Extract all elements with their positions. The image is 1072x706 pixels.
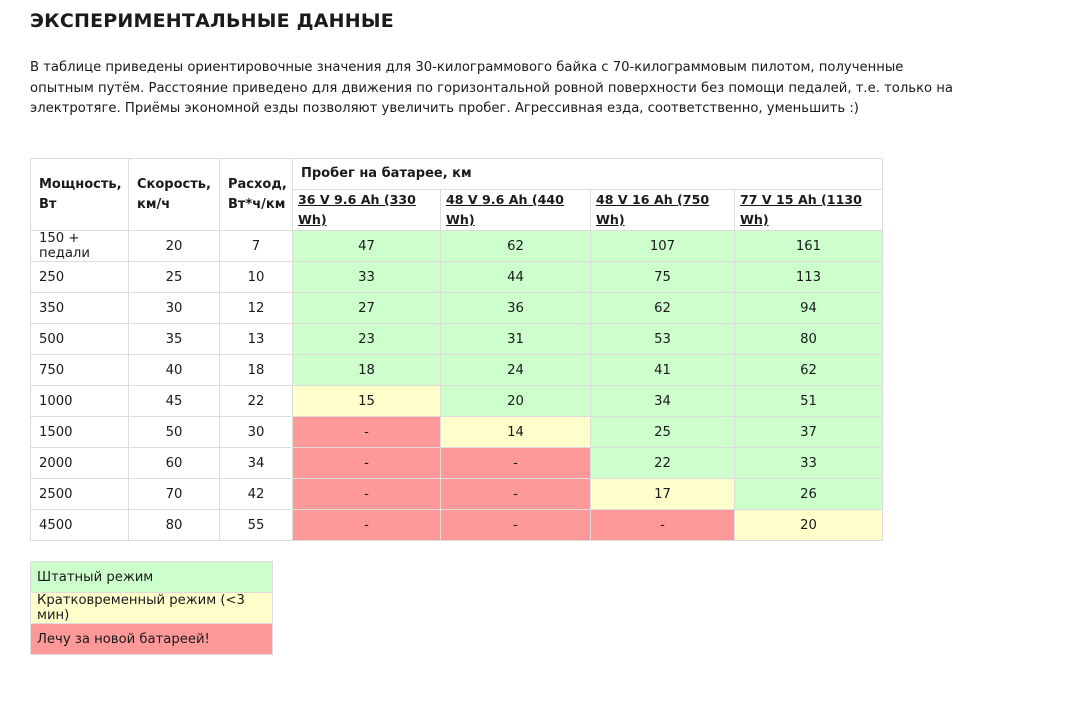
cell-range: -	[440, 478, 591, 510]
cell-range: 62	[590, 292, 735, 324]
cell-power: 1500	[30, 416, 129, 448]
cell-range: 62	[734, 354, 883, 386]
cell-range: 161	[734, 230, 883, 262]
cell-speed: 80	[128, 509, 220, 541]
cell-range: -	[292, 509, 441, 541]
cell-consumption: 55	[219, 509, 293, 541]
cell-range: 33	[734, 447, 883, 479]
cell-power: 1000	[30, 385, 129, 417]
header-battery-4: 77 V 15 Ah (1130 Wh)	[734, 189, 883, 231]
cell-power: 250	[30, 261, 129, 293]
cell-range: 36	[440, 292, 591, 324]
cell-power: 350	[30, 292, 129, 324]
cell-consumption: 13	[219, 323, 293, 355]
cell-range: 33	[292, 261, 441, 293]
cell-range: 51	[734, 385, 883, 417]
cell-range: 75	[590, 261, 735, 293]
cell-consumption: 18	[219, 354, 293, 386]
header-consumption: Расход, Вт*ч/км	[219, 158, 293, 231]
cell-consumption: 10	[219, 261, 293, 293]
cell-power: 2000	[30, 447, 129, 479]
cell-range: 17	[590, 478, 735, 510]
table-row: 1000 45 22 15 20 34 51	[30, 385, 883, 417]
cell-speed: 25	[128, 261, 220, 293]
cell-range: 62	[440, 230, 591, 262]
cell-speed: 30	[128, 292, 220, 324]
cell-range: 47	[292, 230, 441, 262]
table-row: 750 40 18 18 24 41 62	[30, 354, 883, 386]
cell-power: 150 + педали	[30, 230, 129, 262]
cell-range: -	[440, 447, 591, 479]
cell-range: 27	[292, 292, 441, 324]
cell-speed: 70	[128, 478, 220, 510]
cell-range: 107	[590, 230, 735, 262]
cell-range: 20	[734, 509, 883, 541]
legend-critical: Лечу за новой батареей!	[30, 623, 273, 655]
cell-speed: 60	[128, 447, 220, 479]
cell-range: -	[440, 509, 591, 541]
cell-range: 94	[734, 292, 883, 324]
cell-range: 113	[734, 261, 883, 293]
cell-consumption: 22	[219, 385, 293, 417]
header-battery-2: 48 V 9.6 Ah (440 Wh)	[440, 189, 591, 231]
cell-range: -	[292, 447, 441, 479]
table-row: 2500 70 42- -17 26	[30, 478, 883, 510]
cell-speed: 40	[128, 354, 220, 386]
cell-power: 750	[30, 354, 129, 386]
cell-range: 41	[590, 354, 735, 386]
table-row: 350 30 12 27 36 62 94	[30, 292, 883, 324]
cell-range: -	[292, 416, 441, 448]
table-row: 250 25 10 33 44 75 113	[30, 261, 883, 293]
cell-power: 500	[30, 323, 129, 355]
cell-consumption: 7	[219, 230, 293, 262]
page-title: ЭКСПЕРИМЕНТАЛЬНЫЕ ДАННЫЕ	[30, 10, 394, 32]
cell-range: 53	[590, 323, 735, 355]
header-battery-3: 48 V 16 Ah (750 Wh)	[590, 189, 735, 231]
cell-range: 25	[590, 416, 735, 448]
table-row: 150 + педали 20 7 47 62 107 161	[30, 230, 883, 262]
cell-range: 80	[734, 323, 883, 355]
cell-range: 15	[292, 385, 441, 417]
legend-table: Штатный режим Кратковременный режим (<3 …	[30, 561, 273, 655]
table-row: 2000 60 34- -22 33	[30, 447, 883, 479]
cell-range: 22	[590, 447, 735, 479]
cell-range: 37	[734, 416, 883, 448]
table-row: 500 35 13 23 31 53 80	[30, 323, 883, 355]
cell-speed: 50	[128, 416, 220, 448]
table-row: 1500 50 30-14 25 37	[30, 416, 883, 448]
cell-consumption: 42	[219, 478, 293, 510]
cell-range: 34	[590, 385, 735, 417]
cell-speed: 20	[128, 230, 220, 262]
cell-consumption: 12	[219, 292, 293, 324]
cell-range: 23	[292, 323, 441, 355]
cell-range: 20	[440, 385, 591, 417]
cell-range: 24	[440, 354, 591, 386]
cell-range: 18	[292, 354, 441, 386]
legend-short: Кратковременный режим (<3 мин)	[30, 592, 273, 624]
cell-range: 14	[440, 416, 591, 448]
header-power: Мощность, Вт	[30, 158, 129, 231]
cell-consumption: 34	[219, 447, 293, 479]
cell-speed: 35	[128, 323, 220, 355]
intro-paragraph: В таблице приведены ориентировочные знач…	[30, 60, 954, 116]
range-table: Мощность, Вт Скорость, км/ч Расход, Вт*ч…	[30, 158, 883, 541]
cell-consumption: 30	[219, 416, 293, 448]
header-range-group: Пробег на батарее, км	[292, 158, 883, 190]
cell-power: 2500	[30, 478, 129, 510]
cell-range: 44	[440, 261, 591, 293]
header-battery-1: 36 V 9.6 Ah (330 Wh)	[292, 189, 441, 231]
cell-power: 4500	[30, 509, 129, 541]
cell-range: 31	[440, 323, 591, 355]
legend-normal: Штатный режим	[30, 561, 273, 593]
header-speed: Скорость, км/ч	[128, 158, 220, 231]
cell-range: 26	[734, 478, 883, 510]
cell-range: -	[292, 478, 441, 510]
cell-range: -	[590, 509, 735, 541]
cell-speed: 45	[128, 385, 220, 417]
table-row: 4500 80 55- - -20	[30, 509, 883, 541]
